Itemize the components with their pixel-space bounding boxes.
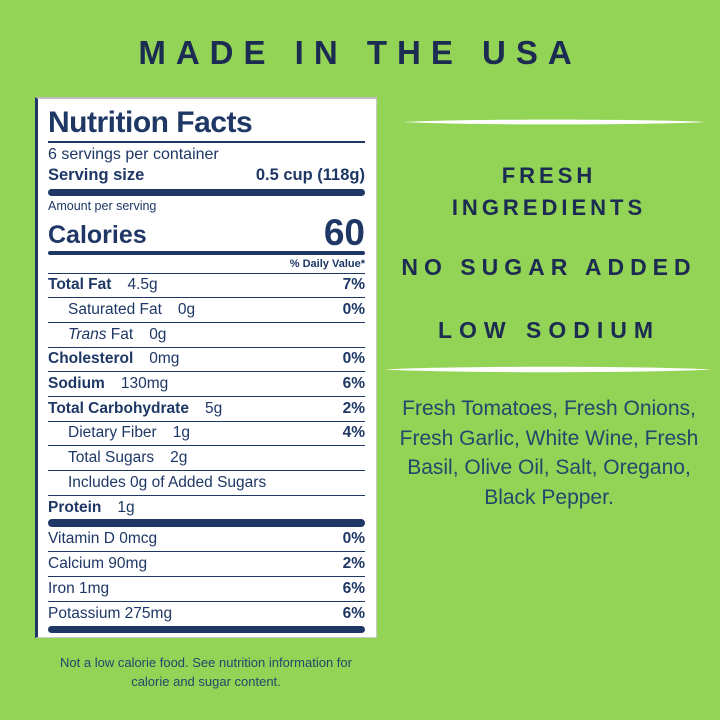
calories-label: Calories [48,220,147,249]
thick-divider-bar [48,188,365,196]
calories-value: 60 [323,211,365,253]
nutrient-name: Includes 0g of Added Sugars [68,473,267,491]
nutrient-name: Dietary Fiber [68,424,157,442]
nutrient-row: Potassium 275mg 6% [48,602,365,626]
nutrient-name-group: Total Carbohydrate 5g [48,400,222,418]
nutrient-name-group: Total Sugars 2g [68,449,187,467]
nutrient-name: Potassium 275mg [48,605,173,623]
nutrient-name: Iron 1mg [48,580,110,598]
nutrient-amount: 2g [170,449,188,467]
nutrient-name: Total Carbohydrate [48,399,189,417]
nutrient-amount: 130mg [120,375,169,393]
medium-divider-bar [48,250,365,255]
nutrient-daily-value: 2% [342,555,365,573]
nutrient-name: Trans Fat [68,325,134,343]
nutrient-amount: 0g [149,325,167,343]
nutrient-row: Protein 1g [48,496,365,520]
page-title: MADE IN THE USA [138,34,582,71]
nutrient-name: Calcium 90mg [48,555,148,573]
thick-divider-bar [48,519,365,528]
amount-per-serving-label: Amount per serving [48,198,157,213]
serving-size-label: Serving size [48,165,145,184]
serving-size-value: 0.5 cup (118g) [255,165,365,184]
nutrient-daily-value: 0% [342,301,365,319]
nutrient-row: Dietary Fiber 1g 4% [48,422,365,447]
nutrient-name: Saturated Fat [68,301,162,319]
nutrient-daily-value: 6% [342,605,365,623]
nutrient-daily-value: 4% [342,424,365,442]
servings-per-container: 6 servings per container [48,145,219,163]
nutrient-name: Total Fat [48,276,112,294]
nutrient-row: Saturated Fat 0g 0% [48,298,365,323]
nutrient-name-group: Includes 0g of Added Sugars [68,474,266,492]
nutrient-name: Vitamin D 0mcg [48,530,158,548]
nutrient-row: Total Carbohydrate 5g 2% [48,397,365,422]
calorie-footnote: Not a low calorie food. See nutrition in… [60,655,352,689]
brush-stroke [403,119,706,125]
nutrient-daily-value: 7% [342,276,365,294]
nutrient-daily-value: 0% [342,530,365,548]
nutrient-name-group: Potassium 275mg [48,605,172,623]
nutrient-name: Cholesterol [48,350,134,368]
nutrition-facts-title: Nutrition Facts [48,106,253,139]
title-rule [48,141,365,143]
nutrient-amount: 1g [117,498,135,516]
nutrient-name-group: Total Fat 4.5g [48,276,158,294]
nutrient-rows: Total Fat 4.5g 7% Saturated Fat 0g 0% Trans Fa… [48,274,365,520]
serving-size-row: Serving size 0.5 cup (118g) [48,165,365,186]
nutrient-row: Total Fat 4.5g 7% [48,274,365,299]
bottom-bar [48,626,365,634]
nutrient-name: Protein [48,498,102,516]
nutrient-name: Total Sugars [68,449,155,467]
nutrient-row: Cholesterol 0mg 0% [48,348,365,373]
ingredients-list: Fresh Tomatoes, Fresh Onions, Fresh Garl… [399,397,699,509]
claim-no-sugar-added: NO SUGAR ADDED [401,254,697,280]
nutrient-daily-value: 2% [342,399,365,417]
nutrient-row: Sodium 130mg 6% [48,372,365,397]
nutrient-amount: 0mg [149,350,180,368]
nutrient-name-group: Protein 1g [48,499,135,517]
claim-low-sodium: LOW SODIUM [437,317,661,343]
nutrient-name-group: Iron 1mg [48,580,109,598]
nutrient-amount: 0g [177,301,196,319]
nutrient-row: Vitamin D 0mcg 0% [48,527,365,553]
nutrient-daily-value: 0% [342,350,365,368]
claims-column: FRESH INGREDIENTS NO SUGAR ADDED LOW SOD… [384,0,714,720]
nutrient-name: Sodium [48,375,105,393]
nutrient-amount: 5g [204,399,223,417]
nutrient-row: Includes 0g of Added Sugars [48,471,365,496]
nutrient-name-group: Sodium 130mg [48,375,168,393]
nutrient-name-group: Cholesterol 0mg [48,350,179,368]
nutrient-row: Total Sugars 2g [48,446,365,471]
nutrient-name-group: Trans Fat 0g [68,326,166,344]
nutrient-row: Trans Fat 0g [48,323,365,348]
brush-stroke [384,366,712,373]
nutrient-daily-value: 6% [342,580,365,598]
nutrient-amount: 4.5g [127,276,158,294]
calories-row: Calories 60 [48,211,365,253]
nutrient-daily-value: 6% [342,375,365,393]
nutrient-name-group: Vitamin D 0mcg [48,530,157,548]
nutrient-name-group: Saturated Fat 0g [68,301,195,319]
nutrient-row: Calcium 90mg 2% [48,552,365,578]
daily-value-header: % Daily Value* [48,256,365,274]
vitamin-rows: Vitamin D 0mcg 0% Calcium 90mg 2% Iron 1mg 6%… [48,527,365,626]
claim-fresh-ingredients: FRESH INGREDIENTS [451,163,647,220]
nutrient-name-group: Dietary Fiber 1g [68,424,190,442]
nutrition-facts-panel: Nutrition Facts 6 servings per container… [35,97,377,639]
nutrient-row: Iron 1mg 6% [48,577,365,603]
nutrient-name-group: Calcium 90mg [48,555,147,573]
nutrient-amount: 1g [172,424,190,442]
